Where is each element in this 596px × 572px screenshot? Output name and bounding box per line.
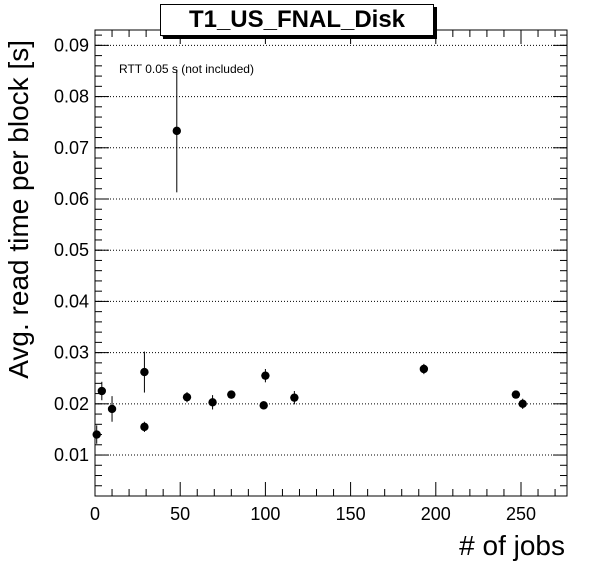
x-tick-label: 250 (506, 504, 536, 524)
x-axis-label: # of jobs (459, 530, 565, 561)
data-point (107, 404, 117, 414)
y-tick-label: 0.05 (54, 240, 89, 260)
plot-frame (94, 29, 568, 497)
y-tick-label: 0.09 (54, 35, 89, 55)
data-point (208, 398, 217, 407)
data-point (140, 367, 149, 377)
rtt-annotation: RTT 0.05 s (not included) (119, 62, 254, 76)
data-point (92, 430, 101, 439)
y-tick-label: 0.08 (54, 87, 89, 107)
data-point (182, 392, 192, 402)
data-point (511, 390, 521, 399)
data-point (419, 364, 429, 374)
data-point (259, 401, 268, 410)
axis-ticks: 0.01 0.02 0.03 0.04 0.05 0.06 0.07 0.08 0.09 0 50 1… (54, 30, 567, 524)
data-point (227, 390, 236, 399)
y-tick-label: 0.01 (54, 445, 89, 465)
grid-lines (95, 44, 567, 456)
x-tick-label: 200 (421, 504, 451, 524)
y-tick-label: 0.06 (54, 189, 89, 209)
y-tick-label: 0.02 (54, 394, 89, 414)
y-tick-label: 0.07 (54, 138, 89, 158)
y-axis-label: Avg. read time per block [s] (3, 40, 34, 379)
data-points (92, 69, 527, 444)
x-tick-label: 150 (336, 504, 366, 524)
data-point (97, 386, 107, 396)
y-tick-label: 0.03 (54, 343, 89, 363)
data-point (172, 126, 181, 136)
x-tick-label: 100 (250, 504, 280, 524)
data-point (140, 422, 149, 432)
data-point (290, 393, 299, 402)
data-point (518, 399, 527, 409)
x-tick-label: 50 (170, 504, 190, 524)
data-point (261, 371, 270, 380)
x-tick-label: 0 (90, 504, 100, 524)
y-tick-label: 0.04 (54, 291, 89, 311)
chart-title: T1_US_FNAL_Disk (160, 4, 434, 36)
